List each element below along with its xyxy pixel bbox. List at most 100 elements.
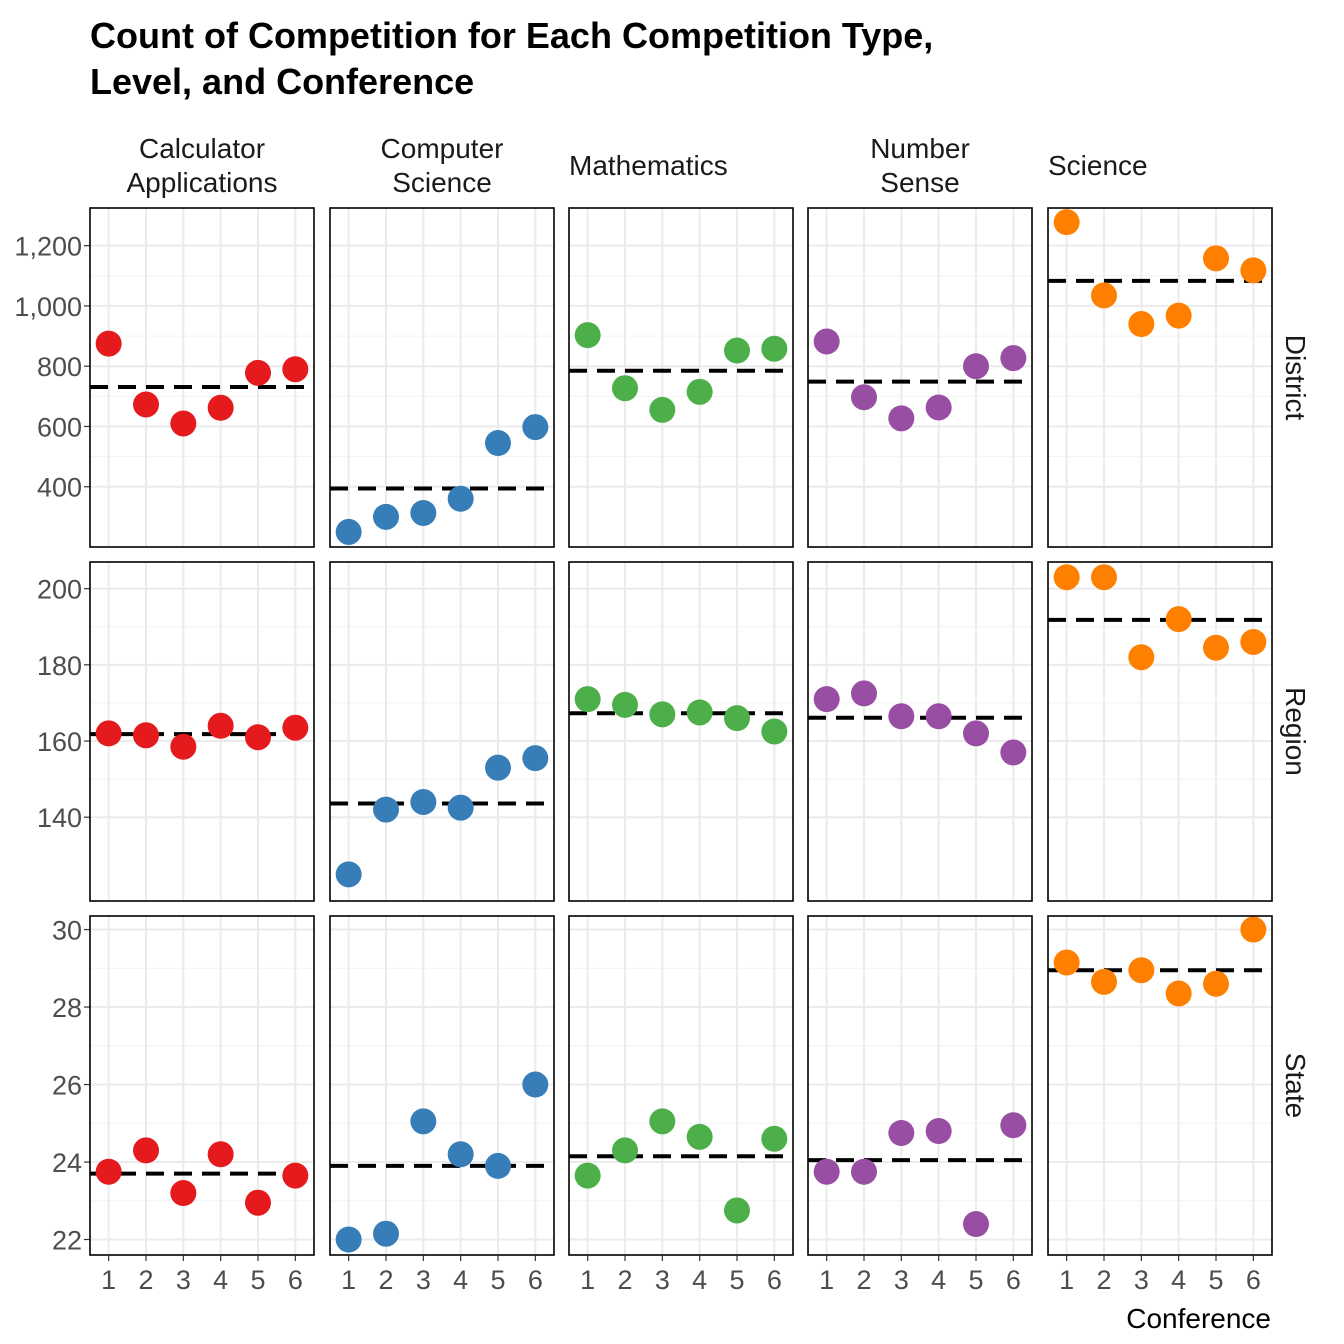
data-point bbox=[447, 1141, 474, 1168]
panel-border bbox=[568, 561, 794, 902]
panel-region-1 bbox=[89, 561, 315, 902]
panel-border bbox=[329, 561, 555, 902]
data-point bbox=[245, 1189, 271, 1216]
data-point bbox=[1203, 634, 1229, 661]
x-tick-label: 5 bbox=[490, 1265, 505, 1295]
data-point bbox=[282, 1162, 309, 1189]
data-point bbox=[133, 722, 159, 749]
x-tick-label: 4 bbox=[453, 1265, 468, 1295]
x-tick-label: 4 bbox=[1171, 1265, 1186, 1295]
y-tick-label: 28 bbox=[52, 993, 82, 1023]
data-point bbox=[1091, 564, 1117, 591]
data-point bbox=[724, 705, 750, 732]
data-point bbox=[1203, 970, 1229, 997]
panel-border bbox=[89, 207, 315, 548]
data-point bbox=[1165, 302, 1192, 329]
data-point bbox=[373, 796, 399, 823]
column-strip-line: Computer bbox=[381, 133, 504, 164]
data-point bbox=[133, 1137, 159, 1164]
y-tick-label: 24 bbox=[52, 1148, 82, 1178]
y-tick-label: 800 bbox=[37, 352, 82, 382]
data-point bbox=[574, 1162, 601, 1189]
column-strip-line: Mathematics bbox=[569, 150, 728, 181]
y-tick-label: 30 bbox=[52, 916, 82, 946]
data-point bbox=[851, 680, 877, 707]
x-tick-label: 6 bbox=[288, 1265, 303, 1295]
data-point bbox=[1240, 916, 1267, 943]
data-point bbox=[170, 410, 197, 437]
x-tick-label: 4 bbox=[692, 1265, 707, 1295]
y-tick-label: 22 bbox=[52, 1226, 82, 1256]
x-tick-label: 2 bbox=[617, 1265, 632, 1295]
data-point bbox=[485, 1152, 511, 1179]
panel-district-2 bbox=[329, 207, 555, 548]
data-point bbox=[207, 712, 234, 739]
y-tick-label: 160 bbox=[37, 727, 82, 757]
data-point bbox=[447, 485, 474, 512]
data-point bbox=[649, 701, 676, 728]
row-strip-label: Region bbox=[1280, 687, 1311, 776]
data-point bbox=[410, 788, 437, 815]
y-tick-label: 400 bbox=[37, 473, 82, 503]
row-strip-label: State bbox=[1280, 1053, 1311, 1118]
panel-border bbox=[1047, 561, 1273, 902]
x-tick-label: 6 bbox=[528, 1265, 543, 1295]
panel-district-4 bbox=[807, 207, 1033, 548]
data-point bbox=[813, 328, 840, 355]
data-point bbox=[1000, 739, 1027, 766]
panel-district-5 bbox=[1047, 207, 1273, 548]
x-tick-label: 4 bbox=[931, 1265, 946, 1295]
data-point bbox=[282, 356, 309, 383]
x-tick-label: 1 bbox=[1059, 1265, 1074, 1295]
data-point bbox=[245, 724, 271, 751]
y-tick-label: 180 bbox=[37, 651, 82, 681]
chart-title-line-2: Level, and Conference bbox=[90, 61, 474, 102]
data-point bbox=[447, 794, 474, 821]
panel-border bbox=[807, 561, 1033, 902]
y-tick-label: 1,000 bbox=[14, 292, 82, 322]
data-point bbox=[1128, 644, 1155, 671]
x-tick-label: 3 bbox=[1134, 1265, 1149, 1295]
x-tick-label: 1 bbox=[101, 1265, 116, 1295]
x-tick-label: 1 bbox=[819, 1265, 834, 1295]
y-tick-label: 140 bbox=[37, 803, 82, 833]
data-point bbox=[574, 686, 601, 713]
data-point bbox=[963, 720, 989, 747]
x-tick-label: 3 bbox=[894, 1265, 909, 1295]
data-point bbox=[522, 414, 549, 441]
data-point bbox=[888, 703, 915, 730]
data-point bbox=[1053, 949, 1080, 976]
data-point bbox=[522, 1071, 549, 1098]
data-point bbox=[851, 384, 877, 411]
data-point bbox=[410, 499, 437, 526]
data-point bbox=[574, 322, 601, 349]
panel-border bbox=[568, 915, 794, 1256]
data-point bbox=[1203, 245, 1229, 272]
column-strip-line: Sense bbox=[880, 167, 959, 198]
column-strip-line: Calculator bbox=[139, 133, 265, 164]
data-point bbox=[1240, 628, 1267, 655]
column-strip-line: Science bbox=[392, 167, 492, 198]
data-point bbox=[373, 1220, 399, 1247]
data-point bbox=[335, 1226, 362, 1253]
x-tick-label: 5 bbox=[1208, 1265, 1223, 1295]
data-point bbox=[133, 391, 159, 418]
x-tick-label: 6 bbox=[767, 1265, 782, 1295]
data-point bbox=[95, 330, 122, 357]
data-point bbox=[335, 861, 362, 888]
x-tick-label: 5 bbox=[250, 1265, 265, 1295]
x-tick-label: 2 bbox=[1096, 1265, 1111, 1295]
panel-region-2 bbox=[329, 561, 555, 902]
data-point bbox=[170, 1180, 197, 1207]
data-point bbox=[1000, 345, 1027, 372]
x-tick-label: 5 bbox=[729, 1265, 744, 1295]
y-tick-label: 26 bbox=[52, 1071, 82, 1101]
data-point bbox=[1091, 968, 1117, 995]
x-tick-label: 3 bbox=[176, 1265, 191, 1295]
y-tick-label: 1,200 bbox=[14, 232, 82, 262]
data-point bbox=[813, 686, 840, 713]
